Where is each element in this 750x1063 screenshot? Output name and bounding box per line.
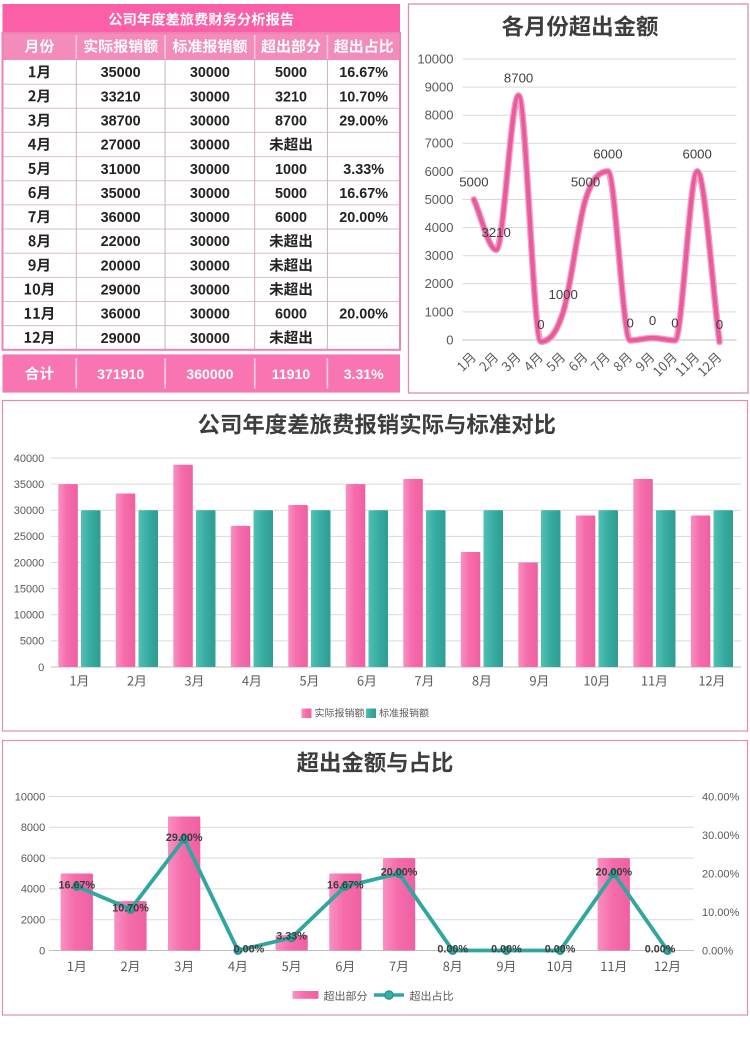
svg-text:7000: 7000 [425, 136, 454, 151]
svg-text:4000: 4000 [425, 220, 454, 235]
svg-text:30000: 30000 [190, 210, 230, 226]
svg-text:0.00%: 0.00% [491, 944, 522, 956]
svg-text:30000: 30000 [14, 505, 45, 517]
svg-text:30000: 30000 [190, 283, 230, 299]
svg-text:0.00%: 0.00% [702, 945, 733, 957]
svg-text:3.33%: 3.33% [343, 162, 384, 178]
svg-text:3000: 3000 [425, 248, 454, 263]
svg-text:35000: 35000 [101, 186, 141, 202]
svg-text:6000: 6000 [275, 307, 307, 323]
svg-text:40.00%: 40.00% [702, 791, 740, 803]
svg-text:30000: 30000 [190, 258, 230, 274]
svg-text:3.31%: 3.31% [344, 366, 384, 382]
svg-text:9000: 9000 [425, 80, 454, 95]
svg-text:10000: 10000 [15, 791, 46, 803]
svg-text:30000: 30000 [190, 89, 230, 105]
svg-text:0.00%: 0.00% [234, 944, 265, 956]
svg-text:10.70%: 10.70% [112, 902, 149, 914]
svg-text:29000: 29000 [101, 283, 141, 299]
svg-text:6000: 6000 [593, 147, 622, 162]
svg-text:10000: 10000 [417, 51, 453, 66]
svg-text:0: 0 [627, 316, 634, 331]
svg-text:11910: 11910 [272, 366, 311, 382]
svg-text:2000: 2000 [21, 915, 45, 927]
svg-text:2000: 2000 [425, 276, 454, 291]
svg-text:8000: 8000 [21, 822, 45, 834]
svg-text:30000: 30000 [190, 331, 230, 347]
svg-text:27000: 27000 [101, 138, 141, 154]
svg-text:29.00%: 29.00% [166, 832, 203, 844]
svg-text:40000: 40000 [14, 453, 45, 465]
svg-text:5000: 5000 [459, 175, 488, 190]
svg-text:30000: 30000 [190, 114, 230, 130]
svg-text:371910: 371910 [97, 366, 144, 382]
svg-text:0: 0 [716, 317, 723, 332]
svg-text:20000: 20000 [14, 557, 45, 569]
svg-text:0: 0 [39, 945, 45, 957]
svg-text:20.00%: 20.00% [595, 867, 632, 879]
svg-text:8700: 8700 [504, 71, 533, 86]
svg-text:8000: 8000 [425, 108, 454, 123]
svg-text:20.00%: 20.00% [381, 867, 418, 879]
svg-text:20.00%: 20.00% [702, 868, 740, 880]
svg-text:0: 0 [649, 313, 656, 328]
svg-text:30.00%: 30.00% [702, 830, 740, 842]
svg-text:360000: 360000 [186, 366, 233, 382]
svg-text:0: 0 [38, 662, 44, 674]
svg-text:0.00%: 0.00% [645, 944, 676, 956]
svg-text:0.00%: 0.00% [545, 944, 576, 956]
svg-text:5000: 5000 [425, 192, 454, 207]
svg-text:5000: 5000 [571, 175, 600, 190]
svg-text:10.70%: 10.70% [339, 89, 388, 105]
svg-text:38700: 38700 [101, 114, 141, 130]
svg-text:1000: 1000 [425, 304, 454, 319]
svg-text:30000: 30000 [190, 65, 230, 81]
svg-text:3.33%: 3.33% [276, 931, 307, 943]
svg-text:1000: 1000 [275, 162, 307, 178]
svg-text:20000: 20000 [101, 258, 141, 274]
svg-text:36000: 36000 [101, 210, 141, 226]
svg-text:6000: 6000 [425, 164, 454, 179]
svg-text:29000: 29000 [101, 331, 141, 347]
svg-text:35000: 35000 [14, 479, 45, 491]
svg-text:30000: 30000 [190, 307, 230, 323]
svg-text:29.00%: 29.00% [339, 114, 388, 130]
svg-text:16.67%: 16.67% [58, 879, 95, 891]
svg-text:20.00%: 20.00% [339, 210, 388, 226]
svg-text:5000: 5000 [275, 65, 307, 81]
svg-text:6000: 6000 [21, 853, 45, 865]
svg-text:30000: 30000 [190, 234, 230, 250]
svg-text:0: 0 [671, 316, 678, 331]
svg-text:6000: 6000 [275, 210, 307, 226]
svg-text:6000: 6000 [683, 147, 712, 162]
svg-text:36000: 36000 [101, 307, 141, 323]
svg-text:35000: 35000 [101, 65, 141, 81]
svg-text:33210: 33210 [101, 89, 141, 105]
svg-text:5000: 5000 [275, 186, 307, 202]
svg-text:4000: 4000 [21, 884, 45, 896]
svg-text:0: 0 [537, 317, 544, 332]
svg-text:1000: 1000 [549, 287, 578, 302]
svg-text:0: 0 [446, 332, 453, 347]
svg-text:10000: 10000 [14, 610, 45, 622]
svg-text:15000: 15000 [14, 583, 45, 595]
svg-text:20.00%: 20.00% [339, 307, 388, 323]
svg-text:16.67%: 16.67% [339, 65, 388, 81]
svg-text:30000: 30000 [190, 186, 230, 202]
svg-text:31000: 31000 [101, 162, 141, 178]
svg-text:25000: 25000 [14, 531, 45, 543]
svg-text:22000: 22000 [101, 234, 141, 250]
svg-text:8700: 8700 [275, 114, 307, 130]
svg-text:3210: 3210 [482, 225, 511, 240]
svg-text:10.00%: 10.00% [702, 907, 740, 919]
svg-text:3210: 3210 [275, 89, 307, 105]
svg-text:30000: 30000 [190, 138, 230, 154]
svg-text:0.00%: 0.00% [437, 944, 468, 956]
svg-text:30000: 30000 [190, 162, 230, 178]
svg-text:5000: 5000 [20, 636, 44, 648]
svg-text:16.67%: 16.67% [339, 186, 388, 202]
svg-text:16.67%: 16.67% [327, 879, 364, 891]
